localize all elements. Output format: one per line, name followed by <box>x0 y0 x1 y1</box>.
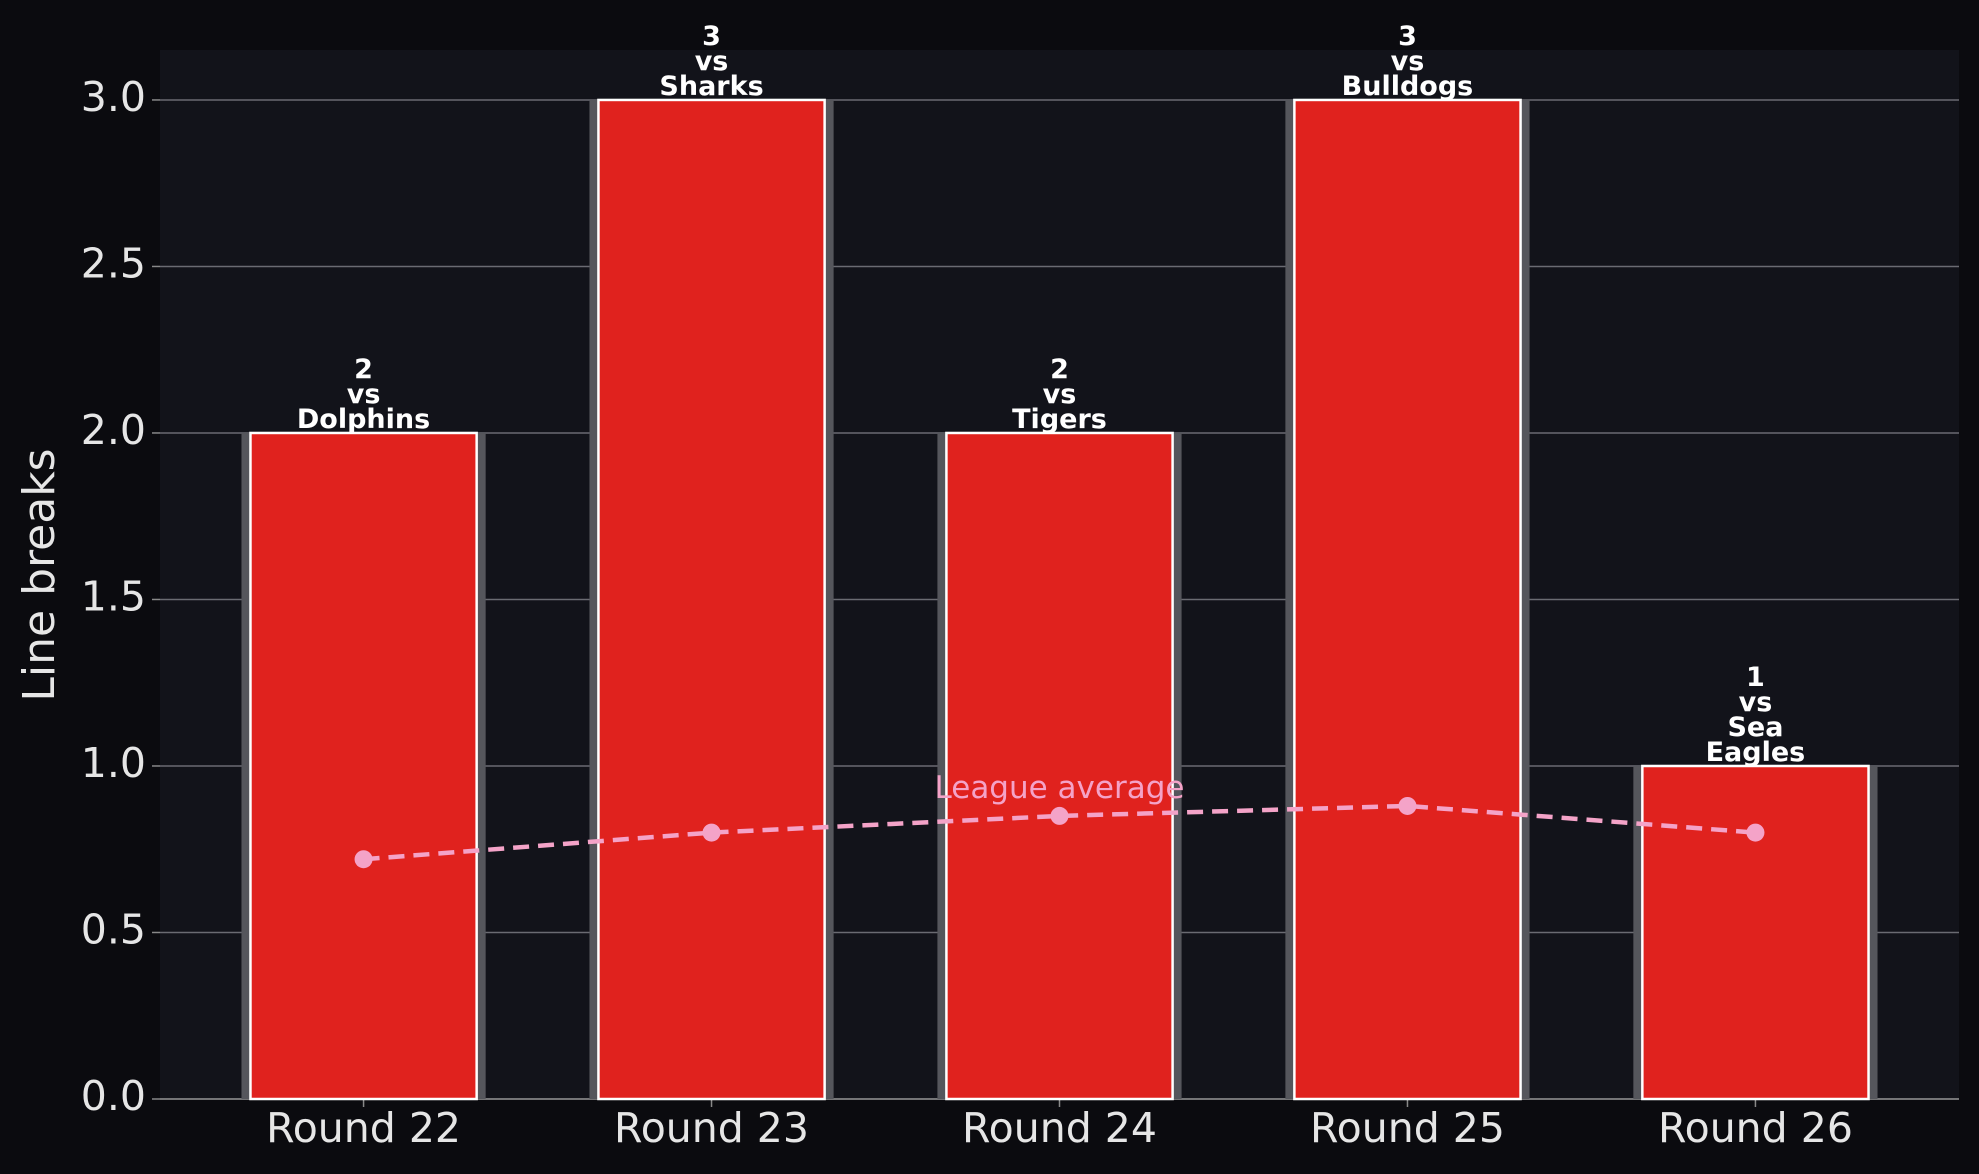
y-tick-label: 0.0 <box>81 1072 146 1120</box>
average-point <box>1398 796 1417 815</box>
average-line <box>363 803 1756 862</box>
average-point <box>354 850 373 869</box>
y-tick-label: 3.0 <box>81 73 146 121</box>
value-label: 3 vs Bulldogs <box>1342 21 1474 102</box>
y-tick-label: 2.5 <box>81 239 146 287</box>
value-label: 2 vs Tigers <box>1012 354 1107 435</box>
x-tick-label: Round 26 <box>1658 1104 1853 1152</box>
value-label: 1 vs Sea Eagles <box>1706 662 1806 768</box>
x-tick-label: Round 25 <box>1310 1104 1505 1152</box>
y-tick-label: 1.5 <box>81 572 146 620</box>
x-tick-label: Round 22 <box>266 1104 461 1152</box>
y-tick-label: 2.0 <box>81 406 146 454</box>
y-tick-label: 1.0 <box>81 739 146 787</box>
bar <box>1641 764 1870 1101</box>
y-tick-label: 0.5 <box>81 905 146 953</box>
average-point <box>1746 823 1765 842</box>
bar <box>1293 98 1522 1101</box>
value-label: 2 vs Dolphins <box>297 354 430 435</box>
x-tick-label: Round 23 <box>614 1104 809 1152</box>
annotation: League average <box>935 770 1185 806</box>
bar <box>249 431 478 1101</box>
y-axis-label: Line breaks <box>14 448 65 701</box>
value-label: 3 vs Sharks <box>659 21 763 102</box>
average-point <box>1050 806 1069 825</box>
bar <box>945 431 1174 1101</box>
average-point <box>702 823 721 842</box>
bar <box>597 98 826 1101</box>
x-tick-label: Round 24 <box>962 1104 1157 1152</box>
